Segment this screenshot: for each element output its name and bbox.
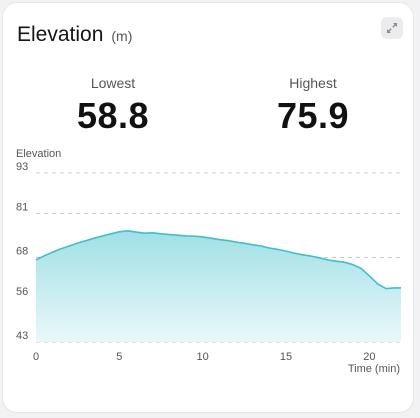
elevation-chart: Elevation 93 81 68 56 43 0 5 10 15 20 Time (min) xyxy=(16,148,401,375)
x-tick-label: 10 xyxy=(197,351,209,363)
elevation-card: Elevation (m) Lowest 58.8 Highest 75.9 E… xyxy=(3,3,413,412)
x-tick-label: 5 xyxy=(116,351,122,363)
highest-value: 75.9 xyxy=(276,95,350,136)
lowest-label: Lowest xyxy=(90,75,136,91)
y-axis-label: Elevation xyxy=(16,148,61,160)
highest-label: Highest xyxy=(289,75,337,91)
x-axis-label: Time (min) xyxy=(348,363,400,375)
expand-button[interactable] xyxy=(381,17,403,39)
lowest-value: 58.8 xyxy=(76,95,150,136)
y-tick-label: 93 xyxy=(16,161,28,173)
expand-diagonal-icon xyxy=(387,23,397,33)
y-tick-label: 56 xyxy=(16,286,28,298)
y-tick-label: 81 xyxy=(16,202,28,214)
x-tick-label: 20 xyxy=(363,351,375,363)
elevation-line xyxy=(35,230,401,290)
card-title: Elevation xyxy=(17,23,104,46)
card-header: Elevation (m) xyxy=(17,23,132,47)
y-tick-label: 68 xyxy=(16,246,28,258)
y-tick-label: 43 xyxy=(16,330,28,342)
x-tick-label: 0 xyxy=(33,351,39,363)
x-tick-label: 15 xyxy=(280,351,292,363)
elevation-area xyxy=(36,230,401,342)
lowest-stat: Lowest 58.8 xyxy=(33,75,193,137)
highest-stat: Highest 75.9 xyxy=(233,75,393,137)
unit-label: (m) xyxy=(111,28,133,44)
